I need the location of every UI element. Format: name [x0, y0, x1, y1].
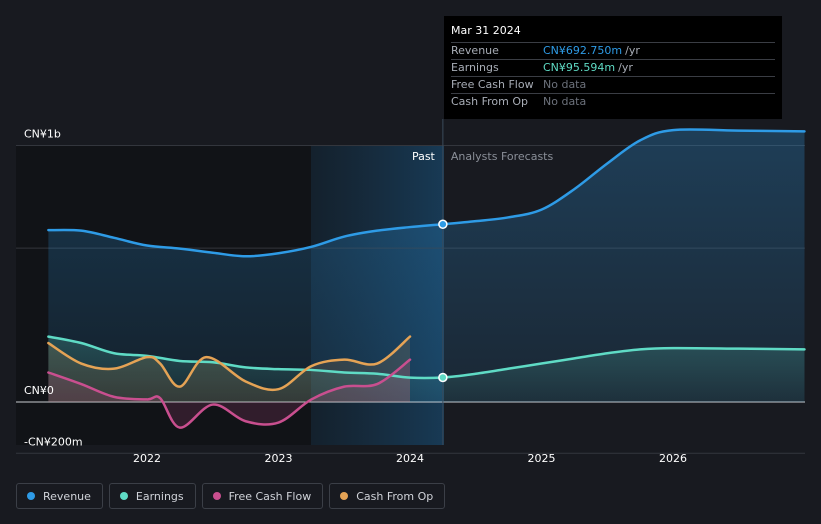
- x-axis-label: 2023: [265, 452, 293, 465]
- legend-dot-icon: [340, 492, 349, 500]
- legend-label: Earnings: [135, 489, 184, 503]
- legend-dot-icon: [119, 492, 128, 500]
- tooltip-value: No data: [543, 95, 587, 108]
- legend-dot-icon: [27, 492, 35, 500]
- y-axis-label: CN¥1b: [24, 128, 61, 141]
- tooltip-label: Revenue: [451, 44, 499, 57]
- cash-from-op-line: [47, 335, 412, 392]
- tooltip-unit: /yr: [625, 44, 640, 57]
- x-axis-label: 2024: [396, 452, 424, 465]
- forecast-label: Analysts Forecasts: [451, 150, 554, 163]
- past-label: Past: [412, 150, 436, 163]
- series-fills: [48, 129, 805, 428]
- tooltip: Mar 31 2024 Revenue CN¥692.750m/yr Earning…: [444, 16, 782, 119]
- free-cash-flow-area: [48, 359, 410, 428]
- legend-item-cash-from-op[interactable]: Cash From Op: [329, 483, 446, 509]
- y-axis-label: CN¥0: [24, 384, 54, 397]
- x-axis-label: 2025: [528, 452, 556, 465]
- tooltip-row: Free Cash Flow No data: [451, 76, 775, 93]
- x-axis-label: 2026: [659, 452, 687, 465]
- tooltip-row: Earnings CN¥95.594m/yr: [451, 59, 775, 76]
- revenue-area: [48, 129, 805, 403]
- revenue-line: [47, 128, 806, 258]
- legend-label: Revenue: [43, 489, 91, 503]
- earnings-marker: [438, 372, 448, 383]
- free-cash-flow-line: [47, 358, 412, 429]
- x-axis-label: 2022: [133, 452, 161, 465]
- tooltip-markers: [438, 219, 448, 383]
- legend-label: Cash From Op: [356, 489, 434, 503]
- x-axis-labels: 2022 2023 2024 2025 2026: [133, 452, 687, 465]
- legend: Revenue Earnings Free Cash Flow Cash From O…: [16, 483, 446, 509]
- tooltip-label: Free Cash Flow: [451, 78, 534, 91]
- tooltip-label: Earnings: [451, 61, 499, 74]
- legend-item-earnings[interactable]: Earnings: [108, 483, 196, 509]
- tooltip-date: Mar 31 2024: [451, 24, 521, 37]
- y-axis-label: -CN¥200m: [24, 435, 83, 448]
- legend-item-free-cash-flow[interactable]: Free Cash Flow: [201, 483, 324, 509]
- tooltip-value: CN¥95.594m: [543, 61, 616, 74]
- cash-from-op-area: [48, 336, 410, 402]
- legend-label: Free Cash Flow: [228, 489, 312, 503]
- tooltip-label: Cash From Op: [451, 95, 529, 108]
- tooltip-unit: /yr: [618, 61, 633, 74]
- legend-item-revenue[interactable]: Revenue: [16, 483, 103, 509]
- tooltip-row: Revenue CN¥692.750m/yr: [451, 42, 775, 59]
- tooltip-value: No data: [543, 78, 587, 91]
- tooltip-value: CN¥692.750m: [543, 44, 623, 57]
- tooltip-row: Cash From Op No data: [451, 93, 775, 110]
- earnings-line: [47, 335, 806, 380]
- revenue-marker: [438, 219, 448, 229]
- series-lines: [47, 128, 806, 429]
- y-axis-labels: CN¥1b CN¥0 -CN¥200m: [24, 128, 83, 449]
- legend-dot-icon: [212, 492, 221, 500]
